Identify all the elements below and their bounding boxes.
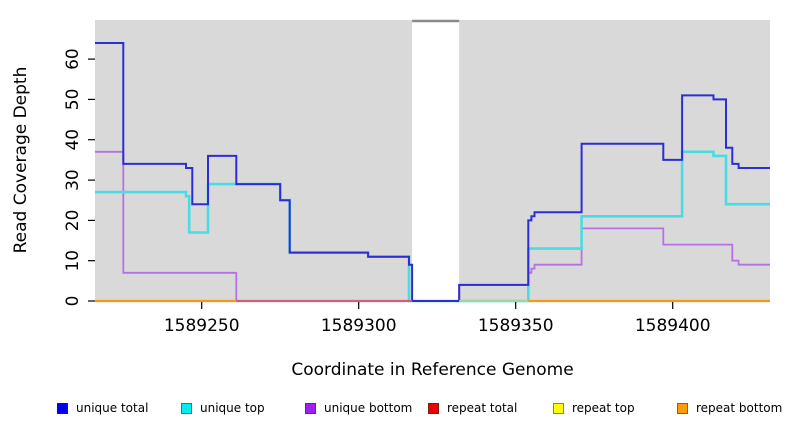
y-axis-title: Read Coverage Depth [11,67,31,254]
legend-item-repeat-total: repeat total [428,399,517,417]
coverage-chart: 1589250 1589300 1589350 1589400 0 10 20 30 40 50 6… [11,19,770,380]
x-axis-tick-label: 1589350 [478,316,554,336]
y-axis-tick-label: 50 [63,89,83,111]
y-axis-tick-label: 40 [63,129,83,151]
x-axis-tick-label: 1589250 [164,316,240,336]
legend-swatch-icon [305,402,316,414]
x-axis-tick-label: 1589300 [321,316,397,336]
legend-swatch-icon [677,402,688,414]
legend-item-repeat-bottom: repeat bottom [677,399,782,417]
legend-item-repeat-top: repeat top [553,399,635,417]
legend-swatch-icon [428,402,439,414]
legend-label: repeat top [572,401,635,415]
chart-legend: unique total unique top unique bottom repea… [0,399,792,421]
legend-item-unique-total: unique total [57,399,148,417]
y-axis-tick-label: 10 [63,250,83,272]
y-axis-tick-label: 60 [63,48,83,70]
x-axis-tick-label: 1589400 [635,316,711,336]
legend-item-unique-bottom: unique bottom [305,399,412,417]
x-axis-title: Coordinate in Reference Genome [291,360,573,380]
legend-label: repeat bottom [696,401,783,415]
legend-swatch-icon [57,402,68,414]
legend-item-unique-top: unique top [181,399,265,417]
legend-label: unique top [200,401,265,415]
legend-label: unique total [76,401,149,415]
y-axis-tick-label: 30 [63,169,83,191]
series-line-unique-total [95,42,770,302]
legend-swatch-icon [181,402,192,414]
legend-label: repeat total [447,401,518,415]
no-data-gap [412,20,460,302]
chart-svg: 1589250 1589300 1589350 1589400 0 10 20 30 40 50 6… [11,19,770,380]
legend-label: unique bottom [324,401,413,415]
y-axis-tick-label: 20 [63,210,83,232]
series-line-unique-bottom [95,150,770,302]
legend-swatch-icon [553,402,564,414]
y-axis-tick-label: 0 [63,296,83,307]
